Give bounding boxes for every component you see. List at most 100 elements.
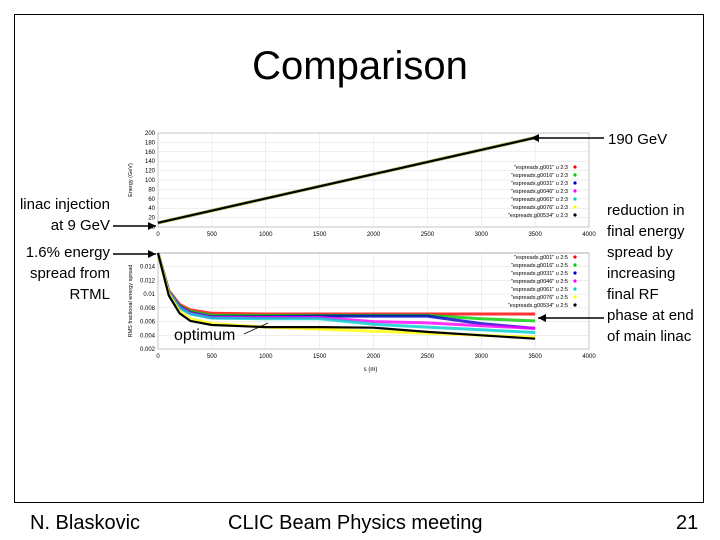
footer-meeting: CLIC Beam Physics meeting (228, 512, 483, 534)
note-energy-spread-line-2: spread from (29, 265, 110, 282)
series-line-1-1 (156, 252, 536, 323)
x-tick-label-1-0: 0 (156, 354, 160, 360)
y-tick-label-1-6: 0.014 (140, 265, 156, 271)
y-tick-label-0-1: 20 (148, 216, 155, 222)
legend-label-1-5: "espreadx.g0076" u 2:5 (511, 295, 568, 301)
arrow-injection-head (148, 222, 156, 230)
legend-marker-1-3 (573, 279, 577, 283)
x-tick-label-0-2: 1000 (259, 232, 273, 238)
legend-label-1-6: "espreadx.g00534" u 2:5 (508, 303, 568, 309)
note-linac-injection-line-1: linac injection (19, 196, 110, 213)
y-tick-label-0-7: 140 (145, 159, 156, 165)
arrow-reduction-head (538, 314, 546, 322)
x-tick-label-1-1: 500 (207, 354, 218, 360)
legend-marker-0-4 (573, 197, 577, 201)
legend-label-0-0: "espreadx.g001" u 2:3 (514, 165, 568, 171)
y-tick-label-1-3: 0.008 (140, 306, 156, 312)
legend-marker-0-6 (573, 213, 577, 217)
series-line-1-0 (156, 252, 536, 316)
legend-marker-1-6 (573, 303, 577, 307)
x-tick-label-1-7: 3500 (528, 354, 542, 360)
footer-author: N. Blaskovic (30, 512, 141, 534)
x-tick-label-0-7: 3500 (528, 232, 542, 238)
x-tick-label-0-1: 500 (207, 232, 218, 238)
legend-label-0-2: "espreadx.g0031" u 2:3 (511, 181, 568, 187)
x-tick-label-0-6: 3000 (475, 232, 489, 238)
legend-label-1-4: "espreadx.g0061" u 2:5 (511, 287, 568, 293)
legend-marker-0-2 (573, 181, 577, 185)
note-energy-spread-line-3: RTML (69, 286, 110, 303)
x-tick-label-0-4: 2000 (367, 232, 381, 238)
y-tick-label-0-9: 180 (145, 140, 156, 146)
y-tick-label-0-4: 80 (148, 187, 155, 193)
note-energy-spread: 1.6% energy spread from RTML (14, 242, 110, 305)
note-reduction-line-5: final RF (607, 286, 659, 303)
legend-label-1-3: "espreadx.g0046" u 2:5 (511, 279, 568, 285)
x-tick-label-1-3: 1500 (313, 354, 327, 360)
legend-label-0-1: "espreadx.g0016" u 2:3 (511, 173, 568, 179)
note-reduction-line-1: reduction in (607, 202, 685, 219)
legend-marker-0-1 (573, 173, 577, 177)
legend-label-1-0: "espreadx.g001" u 2:5 (514, 255, 568, 261)
y-tick-label-1-5: 0.012 (140, 278, 156, 284)
y-tick-label-0-10: 200 (145, 131, 156, 137)
series-line-1-4 (156, 252, 536, 334)
legend-marker-0-0 (573, 165, 577, 169)
x-tick-label-1-2: 1000 (259, 354, 273, 360)
legend-label-1-1: "espreadx.g0016" u 2:5 (511, 263, 568, 269)
legend-marker-1-0 (573, 255, 577, 259)
note-reduction-line-4: increasing (607, 265, 676, 282)
legend-label-0-6: "espreadx.g00534" u 2:3 (508, 213, 568, 219)
x-tick-label-0-0: 0 (156, 232, 160, 238)
x-tick-label-0-3: 1500 (313, 232, 327, 238)
y-tick-label-0-5: 100 (145, 178, 156, 184)
note-linac-injection: linac injection at 9 GeV (14, 194, 110, 236)
y-tick-label-0-3: 60 (148, 197, 155, 203)
note-reduction-line-3: spread by (607, 244, 673, 261)
legend-label-0-5: "espreadx.g0076" u 2:3 (511, 205, 568, 211)
arrow-spread-head (148, 250, 156, 258)
x-axis-label-1: s (m) (364, 367, 378, 373)
legend-marker-1-4 (573, 287, 577, 291)
y-tick-label-0-0: 0 (152, 225, 156, 231)
slide-title: Comparison (252, 44, 468, 88)
legend-label-1-2: "espreadx.g0031" u 2:5 (511, 271, 568, 277)
legend-marker-1-1 (573, 263, 577, 267)
x-tick-label-1-6: 3000 (475, 354, 489, 360)
y-tick-label-0-2: 40 (148, 206, 155, 212)
y-tick-label-1-2: 0.006 (140, 320, 156, 326)
note-reduction-line-2: final energy (607, 223, 685, 240)
series-line-1-6 (156, 252, 536, 340)
footer-page-number: 21 (676, 512, 699, 534)
x-tick-label-0-5: 2500 (421, 232, 435, 238)
arrow-190gev-head (531, 134, 539, 142)
x-tick-label-1-8: 4000 (582, 354, 596, 360)
slide-frame (14, 14, 704, 503)
note-reduction: reduction in final energy spread by incr… (607, 200, 703, 347)
y-tick-label-1-0: 0.002 (140, 347, 156, 353)
y-axis-label-1: RMS fractional energy spread (128, 265, 134, 338)
x-tick-label-0-8: 4000 (582, 232, 596, 238)
y-tick-label-1-1: 0.004 (140, 333, 156, 339)
y-tick-label-0-6: 120 (145, 169, 156, 175)
note-linac-injection-line-2: at 9 GeV (50, 217, 110, 234)
legend-marker-1-5 (573, 295, 577, 299)
x-tick-label-1-5: 2500 (421, 354, 435, 360)
legend-label-0-3: "espreadx.g0046" u 2:3 (511, 189, 568, 195)
note-reduction-line-7: of main linac (607, 328, 692, 345)
y-axis-label-0: Energy (GeV) (128, 163, 134, 197)
note-top-right-energy: 190 GeV (608, 131, 668, 148)
optimum-pointer-line (243, 322, 269, 335)
series-line-0-6 (157, 136, 536, 224)
note-energy-spread-line-1: 1.6% energy (25, 244, 110, 261)
legend-marker-0-5 (573, 205, 577, 209)
y-tick-label-0-8: 160 (145, 150, 156, 156)
y-tick-label-1-4: 0.01 (143, 292, 155, 298)
note-optimum: optimum (174, 327, 236, 344)
x-tick-label-1-4: 2000 (367, 354, 381, 360)
note-reduction-line-6: phase at end (607, 307, 694, 324)
legend-marker-0-3 (573, 189, 577, 193)
legend-marker-1-2 (573, 271, 577, 275)
legend-label-0-4: "espreadx.g0061" u 2:3 (511, 197, 568, 203)
